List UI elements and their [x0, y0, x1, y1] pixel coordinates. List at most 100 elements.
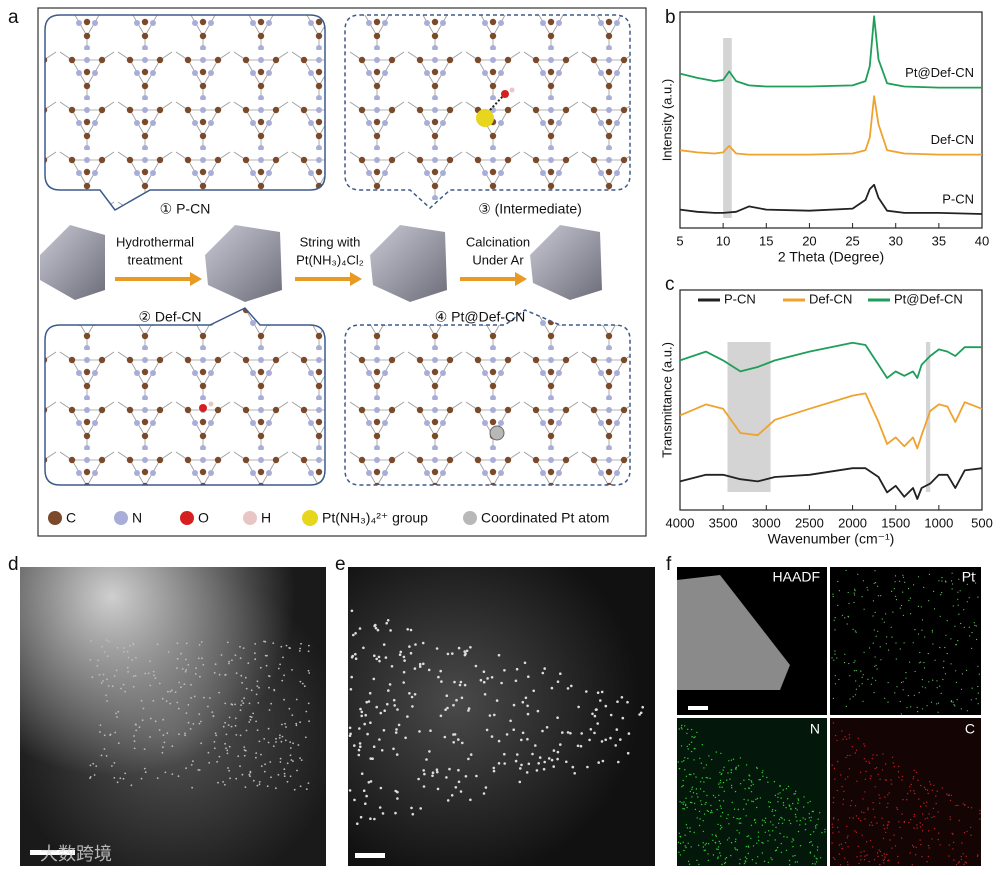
speck [152, 699, 155, 702]
speck [431, 771, 435, 774]
speck [857, 845, 859, 847]
speck [534, 744, 537, 747]
speck [113, 762, 116, 764]
speck [693, 759, 695, 761]
speck [556, 680, 560, 683]
speck [924, 687, 926, 689]
speck [720, 752, 722, 755]
speck [771, 809, 774, 811]
stage-label: ④ Pt@Def-CN [435, 309, 526, 325]
speck [119, 777, 122, 780]
speck [723, 790, 725, 792]
speck [359, 745, 362, 748]
speck [99, 724, 102, 726]
speck [406, 715, 409, 718]
speck [962, 853, 964, 855]
speck [759, 778, 761, 781]
speck [940, 594, 942, 596]
speck [966, 710, 969, 712]
speck [707, 853, 709, 855]
speck [952, 841, 955, 844]
speck [755, 798, 757, 801]
speck [924, 818, 926, 820]
speck [467, 757, 470, 761]
speck [705, 842, 707, 845]
speck [936, 680, 938, 682]
speck [942, 667, 945, 669]
speck [786, 798, 789, 800]
speck [225, 747, 227, 750]
speck [350, 609, 354, 613]
speck [224, 702, 227, 705]
speck [97, 659, 99, 662]
speck [902, 576, 905, 578]
speck [268, 709, 271, 711]
speck [894, 575, 897, 577]
speck [350, 675, 354, 679]
speck [626, 751, 630, 755]
speck [873, 629, 875, 631]
speck [93, 774, 96, 776]
speck [730, 759, 733, 761]
speck [299, 680, 302, 683]
speck [883, 858, 885, 860]
speck [295, 722, 298, 725]
speck [593, 714, 597, 718]
speck [845, 569, 847, 572]
speck [382, 643, 386, 646]
speck [797, 798, 799, 800]
speck [832, 832, 834, 834]
speck [838, 678, 840, 681]
speck [756, 767, 758, 770]
speck [761, 852, 764, 854]
speck [712, 794, 715, 797]
speck [307, 782, 310, 784]
speck [180, 652, 182, 655]
step-label: Calcination [466, 234, 530, 249]
speck [545, 726, 549, 729]
speck [213, 671, 216, 674]
speck [465, 649, 469, 653]
speck [165, 700, 168, 702]
speck [698, 863, 700, 866]
speck [685, 846, 687, 849]
speck [289, 754, 292, 757]
speck [961, 842, 963, 844]
speck [849, 698, 851, 700]
speck [933, 815, 935, 818]
speck [946, 793, 948, 795]
speck [161, 697, 164, 700]
speck [617, 760, 620, 764]
speck [728, 837, 730, 839]
speck [758, 839, 760, 842]
speck [796, 809, 798, 811]
speck [260, 753, 262, 756]
speck [816, 824, 818, 826]
speck [556, 716, 559, 719]
speck [291, 714, 294, 716]
speck [446, 799, 450, 802]
speck [460, 696, 464, 700]
speck [488, 714, 492, 717]
step-label: treatment [128, 252, 183, 267]
speck [96, 665, 99, 667]
speck [739, 817, 742, 820]
speck [298, 650, 301, 652]
speck [435, 647, 439, 650]
speck [975, 625, 977, 627]
x-tick-label: 20 [802, 233, 816, 248]
speck [348, 726, 352, 730]
speck [679, 842, 682, 845]
speck [722, 781, 725, 784]
speck [770, 857, 772, 859]
series-line [679, 183, 983, 215]
tem-image-e [348, 567, 655, 866]
speck [482, 680, 486, 684]
speck [259, 666, 262, 669]
speck [248, 773, 251, 776]
speck [156, 777, 159, 779]
speck [884, 697, 886, 699]
speck [619, 738, 622, 741]
speck [756, 842, 758, 844]
speck [710, 810, 713, 812]
